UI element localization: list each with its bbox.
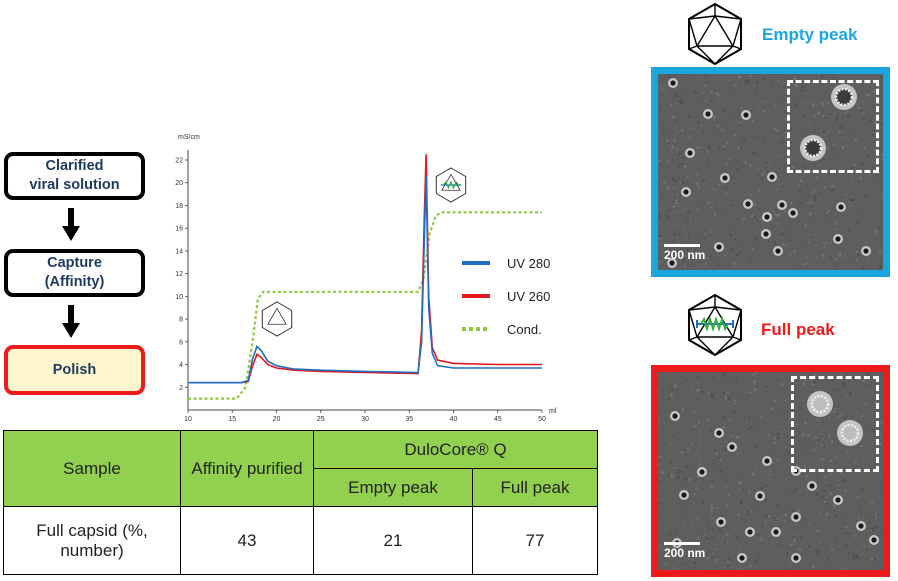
arrow-down-icon <box>62 305 80 338</box>
legend-label: UV 280 <box>507 256 550 271</box>
x-tick-label: 20 <box>273 416 281 423</box>
scale-bar-label: 200 nm <box>664 546 706 560</box>
zoom-inset <box>787 80 879 173</box>
arrow-down-icon <box>62 208 80 241</box>
x-axis-unit-label: ml <box>549 408 557 415</box>
results-table: Sample Affinity purified DuloCore® Q Emp… <box>3 430 598 575</box>
x-tick-label: 25 <box>317 416 325 423</box>
y-tick-label: 6 <box>179 339 183 346</box>
full-peak-label: Full peak <box>761 320 835 339</box>
scale-bar-full: 200 nm <box>664 542 705 560</box>
y-tick-label: 18 <box>175 203 183 210</box>
x-tick-label: 50 <box>538 416 546 423</box>
header-affinity: Affinity purified <box>180 430 314 507</box>
y-tick-label: 8 <box>179 317 183 324</box>
series-line-cond- <box>188 211 542 400</box>
y-axis-unit-label: mS/cm <box>178 134 200 141</box>
empty-capsid-icon <box>261 301 293 337</box>
cell-full-value: 77 <box>472 506 598 575</box>
header-sample: Sample <box>3 430 181 507</box>
series-line-uv-260 <box>188 154 542 384</box>
y-tick-label: 14 <box>175 248 183 255</box>
full-capsid-icon <box>688 293 742 357</box>
y-tick-label: 12 <box>175 271 183 278</box>
empty-capsid-icon <box>688 2 742 66</box>
legend-label: UV 260 <box>507 289 550 304</box>
header-full-peak: Full peak <box>472 468 598 507</box>
flow-step-clarified-line2: viral solution <box>29 177 120 193</box>
empty-peak-label: Empty peak <box>762 25 858 44</box>
cell-empty-value: 21 <box>313 506 473 575</box>
y-tick-label: 2 <box>179 385 183 392</box>
scale-bar-label: 200 nm <box>664 248 706 262</box>
flow-step-capture-line1: Capture <box>47 255 102 271</box>
chromatogram-chart: mS/cm ml 2 4 6 8 10 12 14 16 18 20 22 10 15 20 25 30 35 4… <box>175 134 557 423</box>
full-capsid-icon <box>435 167 467 203</box>
x-tick-label: 15 <box>228 416 236 423</box>
flow-step-polish: Polish <box>4 345 145 395</box>
header-dulocore: DuloCore® Q <box>313 430 598 469</box>
flow-step-clarified: Clarified viral solution <box>4 152 145 200</box>
x-tick-label: 40 <box>450 416 458 423</box>
flow-step-capture: Capture (Affinity) <box>4 249 145 297</box>
y-tick-label: 22 <box>175 158 183 165</box>
flow-step-clarified-line1: Clarified <box>45 158 104 174</box>
row-label-full-capsid: Full capsid (%, number) <box>3 506 181 575</box>
y-tick-label: 20 <box>175 180 183 187</box>
flow-step-polish-label: Polish <box>52 361 97 378</box>
scale-bar-empty: 200 nm <box>664 244 705 262</box>
empty-peak-tem-image: 200 nm <box>651 67 890 277</box>
x-tick-label: 10 <box>184 416 192 423</box>
y-tick-label: 4 <box>179 362 183 369</box>
y-tick-label: 16 <box>175 226 183 233</box>
flow-step-capture-line2: (Affinity) <box>44 274 105 290</box>
header-empty-peak: Empty peak <box>313 468 473 507</box>
series-line-uv-280 <box>188 175 542 384</box>
legend-label: Cond. <box>507 322 542 337</box>
x-tick-label: 35 <box>405 416 413 423</box>
x-tick-label: 30 <box>361 416 369 423</box>
cell-affinity-value: 43 <box>180 506 314 575</box>
x-tick-label: 45 <box>494 416 502 423</box>
zoom-inset <box>791 376 879 472</box>
full-peak-tem-image: 200 nm <box>651 365 890 577</box>
y-tick-label: 10 <box>175 294 183 301</box>
